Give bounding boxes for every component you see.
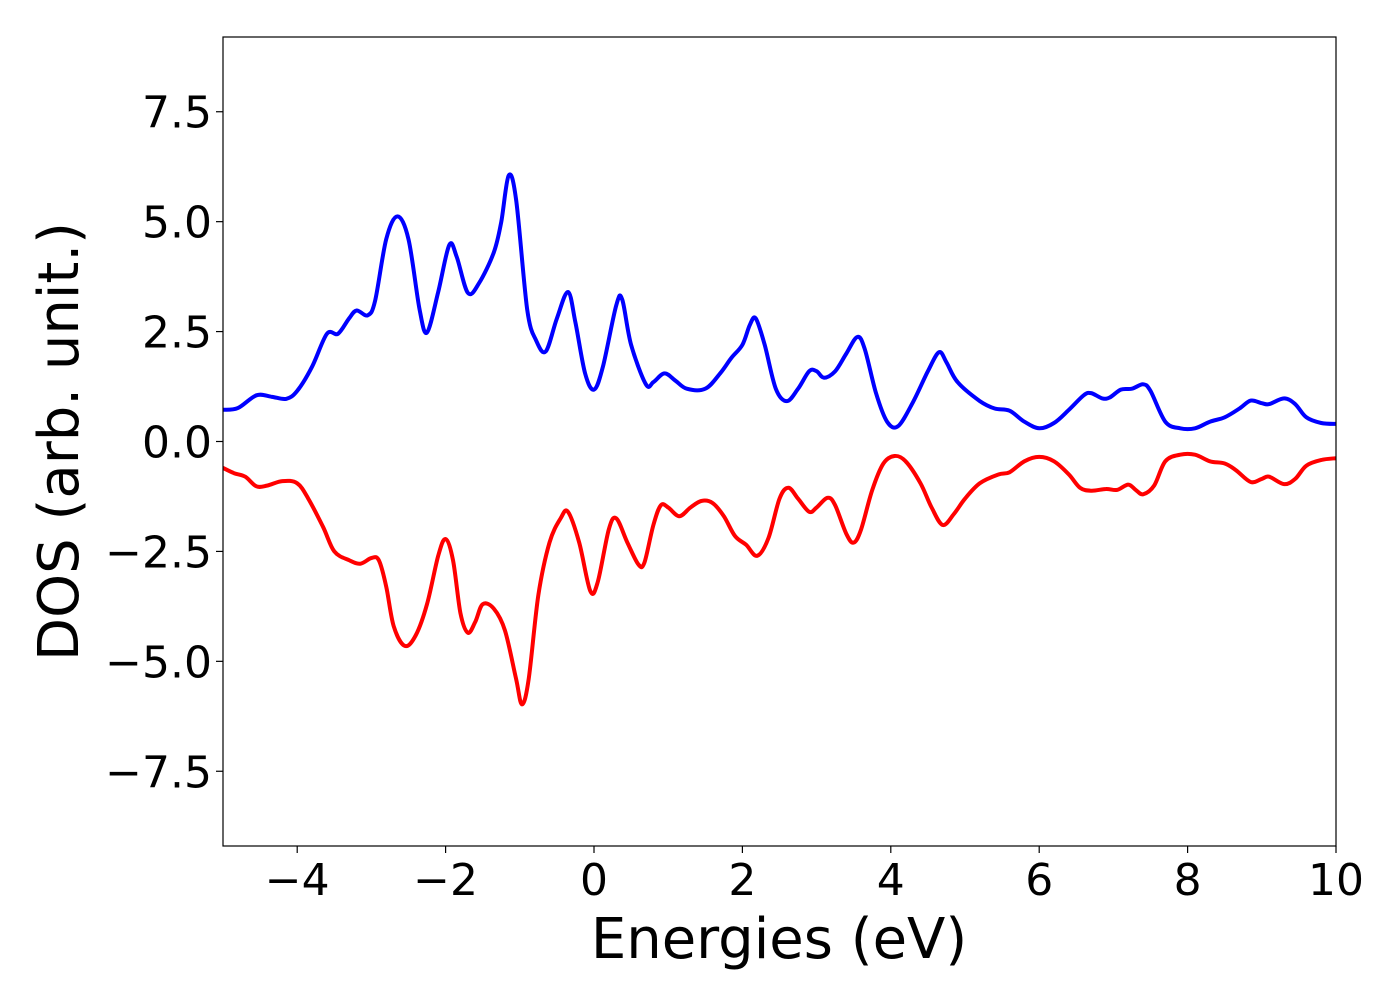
- x-tick-label: 10: [1308, 855, 1364, 906]
- x-tick-label: 6: [1025, 855, 1053, 906]
- y-tick-label: 5.0: [142, 198, 212, 249]
- x-tick-label: 4: [877, 855, 905, 906]
- x-tick-label: −2: [413, 855, 478, 906]
- plot-frame: [222, 36, 1337, 847]
- plot-background: [223, 37, 1336, 846]
- y-tick-label: −5.0: [105, 637, 212, 688]
- y-tick-label: 7.5: [142, 88, 212, 139]
- y-axis-title: DOS (arb. unit.): [27, 222, 92, 661]
- y-tick-label: −2.5: [105, 527, 212, 578]
- y-tick-label: −7.5: [105, 747, 212, 798]
- x-tick-label: 8: [1174, 855, 1202, 906]
- series-line-spin-up: [223, 172, 1336, 432]
- y-axis: 7.5 5.0 2.5 0.0 −2.5 −5.0 −7.5: [105, 88, 223, 798]
- y-tick-label: 2.5: [142, 308, 212, 359]
- x-axis-title: Energies (eV): [591, 907, 967, 972]
- x-tick-label: −4: [265, 855, 330, 906]
- series-layer: [223, 172, 1336, 707]
- x-tick-label: 0: [580, 855, 608, 906]
- x-tick-label: 2: [728, 855, 756, 906]
- y-tick-label: 0.0: [142, 418, 212, 469]
- x-axis: −4 −2 0 2 4 6 8 10: [265, 846, 1364, 906]
- series-line-spin-down: [223, 451, 1336, 707]
